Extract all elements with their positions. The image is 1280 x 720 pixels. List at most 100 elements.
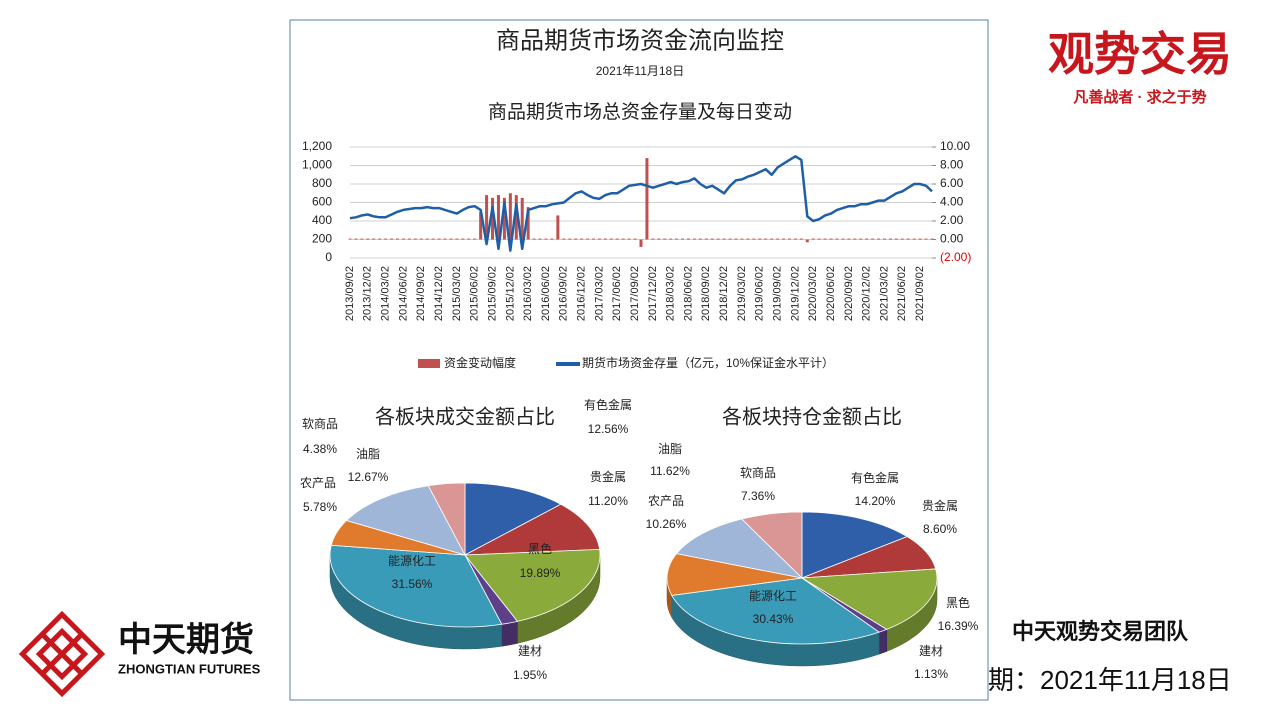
pie-title: 各板块持仓金额占比 [722,405,902,428]
bar [811,238,815,240]
y-tick-label: 800 [312,176,332,190]
pie-slice-side [878,628,888,655]
bar [496,195,500,240]
bar [799,238,803,240]
chart-title: 商品期货市场总资金存量及每日变动 [488,101,792,123]
bar [550,238,554,240]
bar [372,238,376,240]
panel-title: 商品期货市场资金流向监控 [496,27,784,54]
bar [734,238,738,240]
x-tick-label: 2019/06/02 [754,266,766,321]
pie-label-name: 软商品 [302,416,338,431]
x-tick-label: 2016/03/02 [522,266,534,321]
bar [823,238,827,240]
bar [871,238,875,240]
bar [847,238,851,240]
legend-label: 期货市场资金存量（亿元，10%保证金水平计） [582,355,834,370]
y-tick-label: 200 [312,232,332,246]
bar [835,238,839,240]
pie-slice [675,518,804,579]
y2-tick-label: 10.00 [940,139,970,153]
pie-label-value: 12.67% [348,470,389,484]
pie-label-name: 软商品 [740,465,776,480]
pie-label-value: 12.56% [588,422,629,436]
report-date: 期：2021年11月18日 [988,665,1232,695]
y2-tick-label: 8.00 [940,158,964,172]
pie-label-name: 建材 [518,644,542,658]
bar [882,238,886,240]
bar [354,238,358,240]
bar [930,238,934,240]
bar [502,197,506,240]
pie-slice [329,544,503,628]
pie-label-value: 16.39% [938,619,979,633]
bar [520,197,524,240]
bar [687,238,691,240]
bar [669,238,673,240]
bar [384,238,388,240]
x-tick-label: 2018/06/02 [682,266,694,321]
bar [728,238,732,240]
x-tick-label: 2016/12/02 [576,266,588,321]
bar [556,215,560,240]
bar [877,238,881,240]
bar [782,238,786,240]
pie-label-name: 建材 [919,644,943,658]
pie-label-value: 19.89% [520,566,561,580]
bar [568,238,572,240]
pie-slice [345,485,466,556]
bar [900,238,904,240]
pie-label-value: 31.56% [392,577,433,591]
pie-label-name: 能源化工 [388,554,436,568]
bar [627,238,631,240]
pie-label-value: 30.43% [753,612,794,626]
bar [419,238,423,240]
bar [378,238,382,240]
bar [722,238,726,240]
pie-slice [740,511,803,579]
bar [692,238,696,240]
bar [532,238,536,240]
pie-label-name: 黑色 [946,596,970,610]
bar [776,238,780,240]
bar [675,238,679,240]
brand-slogan: 凡善战者 · 求之于势 [1073,88,1206,106]
x-tick-label: 2015/09/02 [486,266,498,321]
bar [924,238,928,240]
bar [603,238,607,240]
bar [918,238,922,240]
x-tick-label: 2017/09/02 [629,266,641,321]
bar [651,238,655,240]
y2-tick-label: 4.00 [940,195,964,209]
pie-label-value: 1.13% [914,667,948,681]
x-tick-label: 2014/03/02 [380,266,392,321]
y-tick-label: 1,200 [302,139,332,153]
bar [912,238,916,240]
bar [817,238,821,240]
pie-slice [800,568,938,630]
bar [407,238,411,240]
bar [461,238,465,240]
x-tick-label: 2020/06/02 [825,266,837,321]
bar [633,238,637,240]
x-tick-label: 2018/12/02 [718,266,730,321]
bar [538,238,542,240]
pie-title: 各板块成交金额占比 [375,405,555,428]
x-tick-label: 2016/06/02 [540,266,552,321]
pie-label-value: 5.78% [303,500,337,514]
pie-slice [464,548,601,622]
y2-tick-label: 6.00 [940,176,964,190]
bar [752,238,756,240]
bar [615,238,619,240]
pie-label-name: 贵金属 [590,469,626,484]
bar [455,238,459,240]
x-tick-label: 2013/09/02 [344,266,356,321]
pie-label-name: 农产品 [648,494,684,508]
company-name: 中天期货 [118,621,254,659]
x-tick-label: 2018/09/02 [700,266,712,321]
bar [894,238,898,240]
bar [485,195,489,240]
pie-label-value: 7.36% [741,489,775,503]
pie-slice [671,577,880,645]
pie-label-value: 8.60% [923,522,957,536]
